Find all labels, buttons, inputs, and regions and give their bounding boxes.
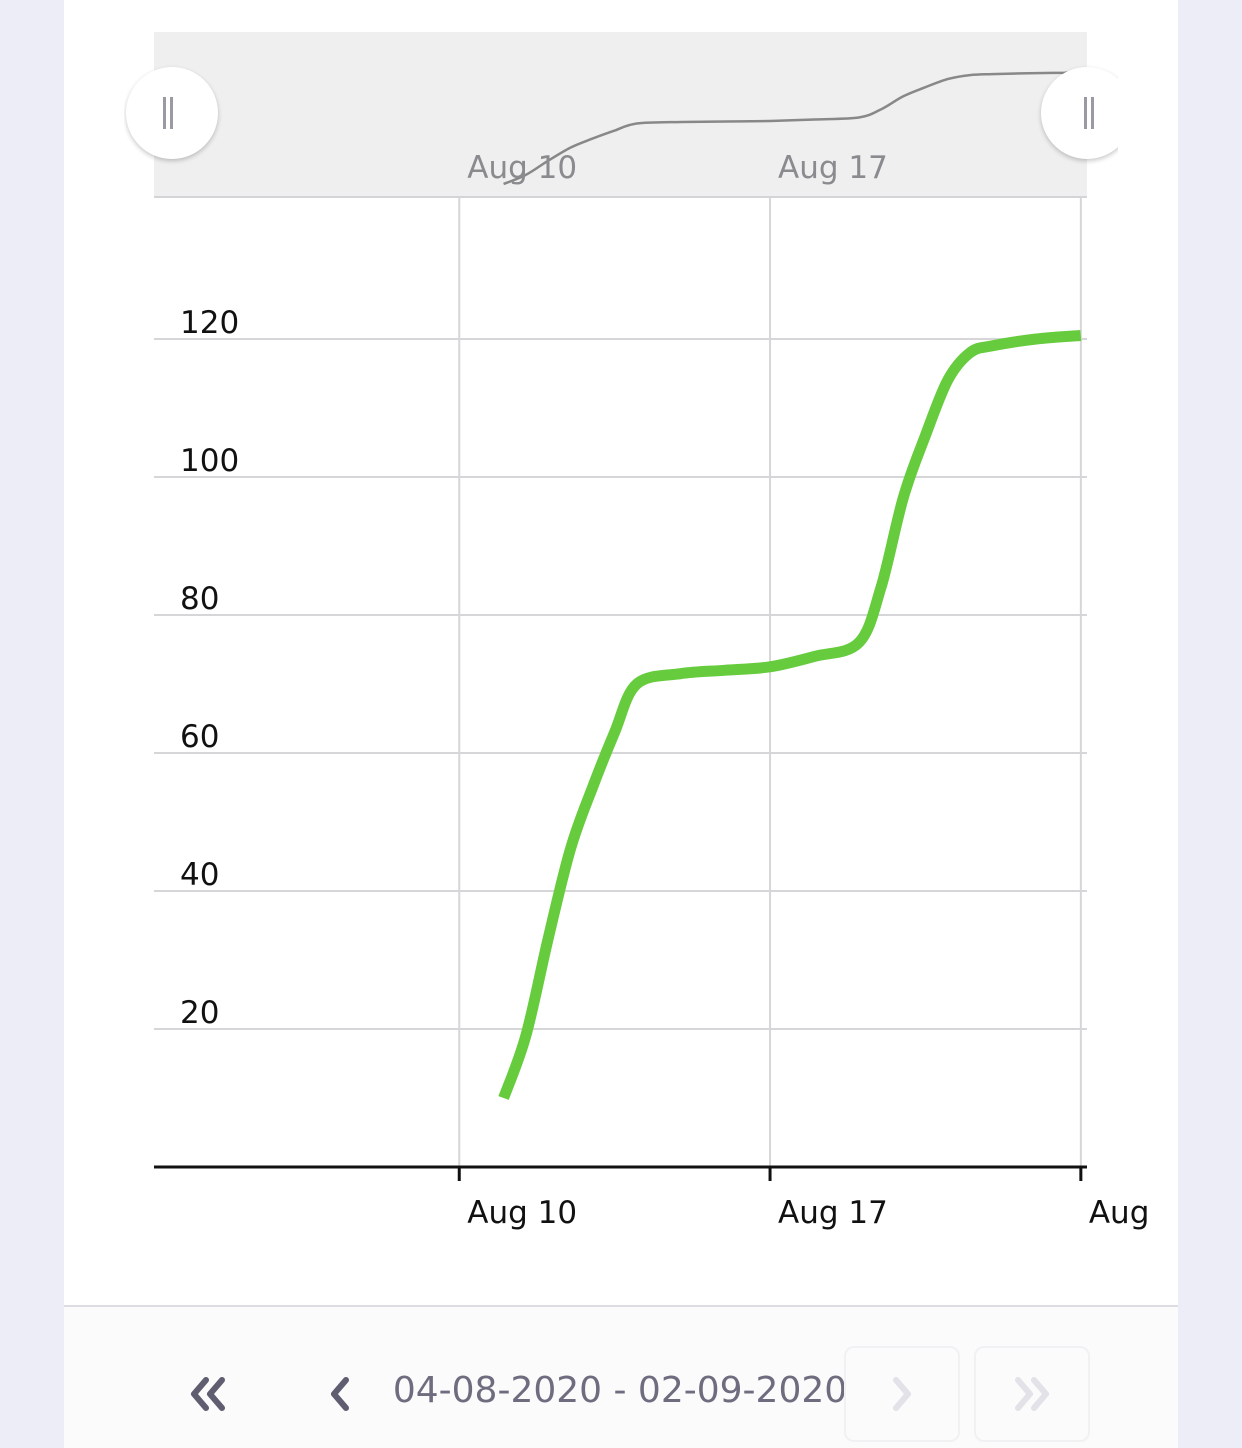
y-tick-label: 120 [180, 305, 239, 341]
navigator-series-line [503, 71, 1083, 186]
next-page-button[interactable] [844, 1346, 960, 1442]
grip-bar [1091, 97, 1094, 129]
navigator-right-handle[interactable] [1041, 67, 1118, 159]
y-tick-label: 20 [180, 995, 219, 1031]
range-navigator[interactable] [154, 32, 1087, 198]
date-range-label: 04-08-2020 - 02-09-2020 [392, 1370, 848, 1411]
y-tick-label: 100 [180, 443, 239, 479]
navigator-right-handle-clip [1018, 55, 1118, 175]
line-chart: 20 40 60 80 100 120 Aug 10 Aug 17 Aug Aug 10 Aug 1… [154, 71, 1150, 1231]
chevron-left-icon [331, 1377, 349, 1411]
first-page-button[interactable] [150, 1346, 266, 1442]
navigator-left-handle[interactable] [126, 67, 218, 159]
previous-page-button[interactable] [282, 1346, 398, 1442]
y-tick-label: 60 [180, 719, 219, 755]
double-chevron-right-icon [1015, 1377, 1049, 1411]
grip-bar [1084, 97, 1087, 129]
last-page-button[interactable] [974, 1346, 1090, 1442]
navigator-x-tick-label: Aug 10 [467, 150, 577, 186]
data-series-line [498, 330, 1082, 1100]
y-tick-label: 80 [180, 581, 219, 617]
x-tick-label: Aug 17 [778, 1195, 888, 1231]
y-tick-label: 40 [180, 857, 219, 893]
pagination-bar [64, 1307, 1178, 1448]
navigator-left-handle-clip [124, 55, 224, 175]
grip-bar [163, 97, 166, 129]
chevron-right-icon [893, 1377, 911, 1411]
footer-divider [64, 1305, 1178, 1307]
x-tick-label: Aug 10 [467, 1195, 577, 1231]
x-tick-label: Aug [1089, 1195, 1150, 1231]
grip-bar [170, 97, 173, 129]
double-chevron-left-icon [191, 1377, 225, 1411]
navigator-x-tick-label: Aug 17 [778, 150, 888, 186]
